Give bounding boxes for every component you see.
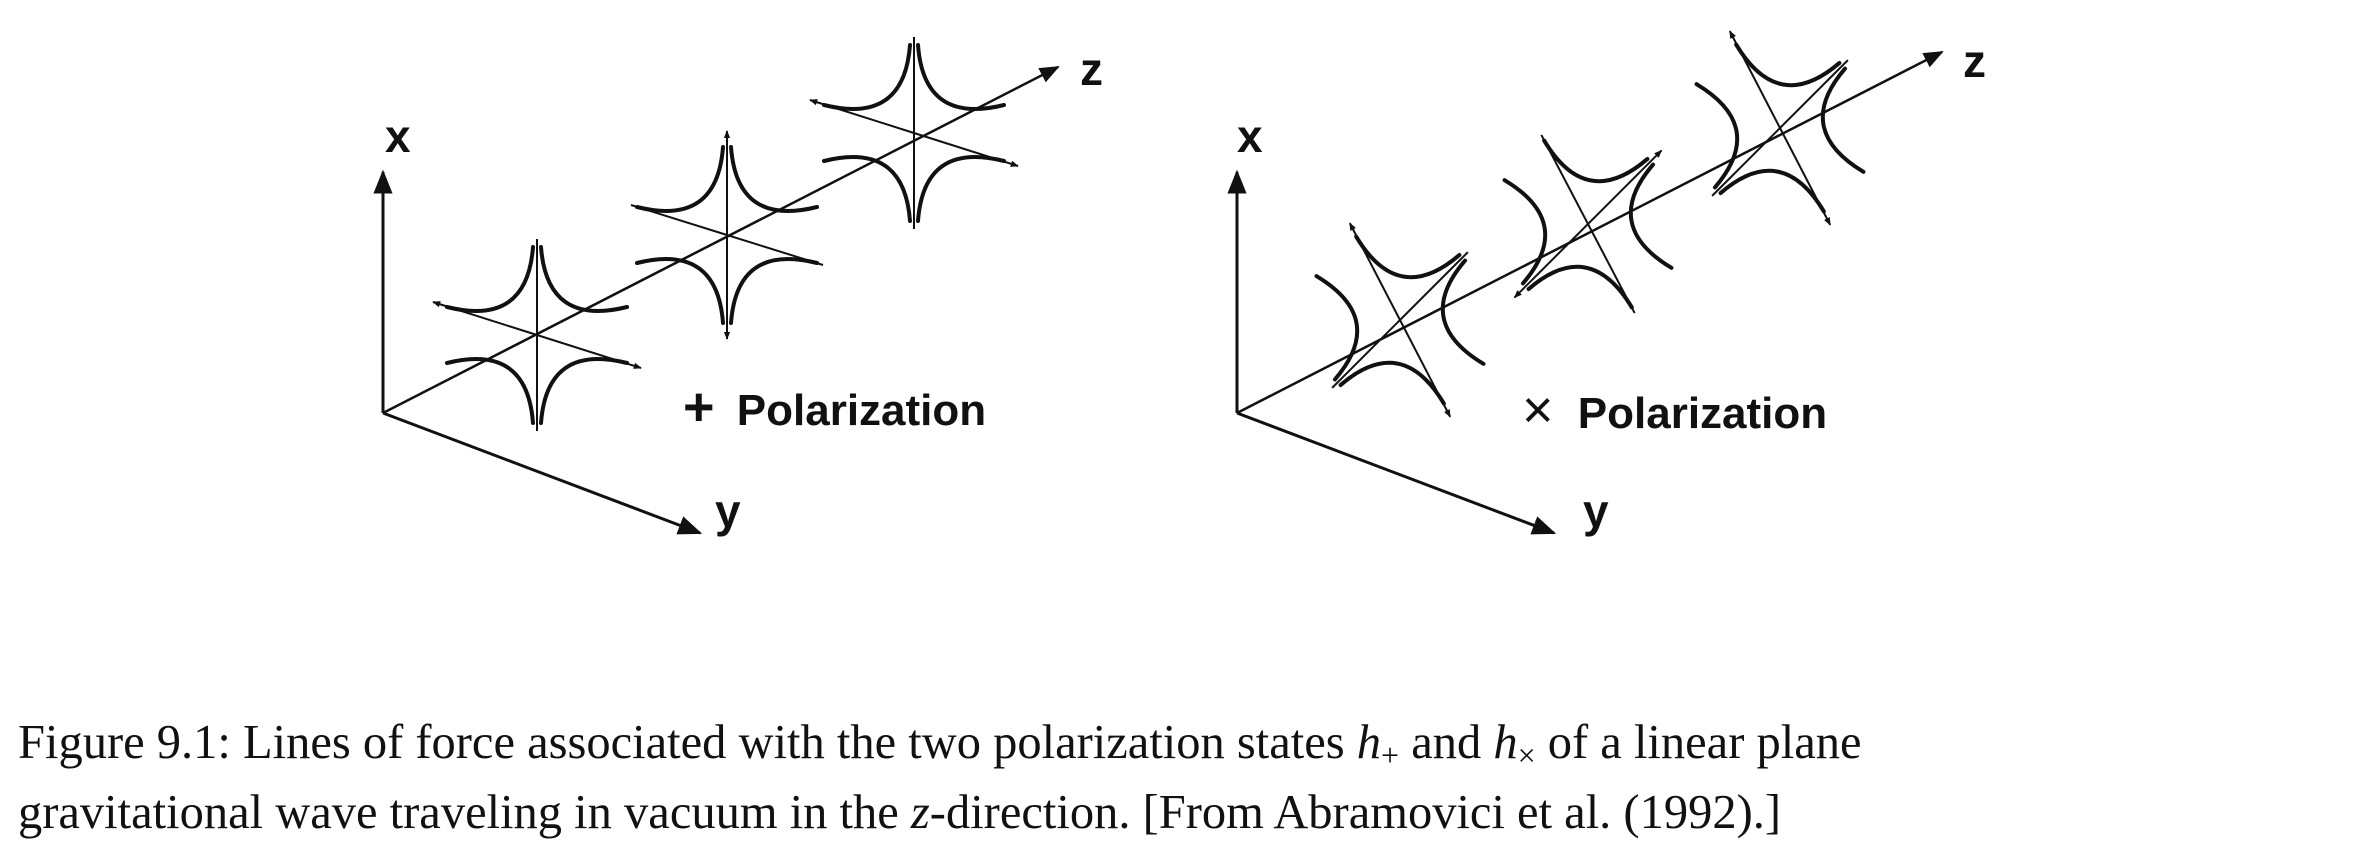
caption-line-2: gravitational wave traveling in vacuum i… — [18, 778, 2348, 848]
y-axis — [1236, 411, 1557, 535]
caption-h-plus: h — [1356, 716, 1382, 769]
y-axis — [382, 411, 703, 535]
cross-polarization-text: Polarization — [1578, 389, 1827, 438]
caption-and: and — [1399, 716, 1494, 769]
plus-force-lines-1 — [432, 239, 642, 431]
z-axis — [382, 65, 1060, 415]
plus-symbol: + — [683, 377, 715, 437]
figure-caption: Figure 9.1: Lines of force associated wi… — [18, 708, 2348, 848]
plus-force-lines-3 — [809, 37, 1019, 229]
cross-polarization-panel: x y z — [1227, 30, 1986, 537]
cross-force-lines-2 — [1502, 134, 1674, 314]
cross-force-lines-1 — [1314, 222, 1486, 418]
cross-polarization-label: × Polarization — [1522, 380, 1827, 440]
caption-line-1: Figure 9.1: Lines of force associated wi… — [18, 708, 2348, 778]
polarization-figure: x y z — [373, 30, 1986, 537]
plus-force-lines-2 — [630, 130, 824, 340]
plus-polarization-text: Polarization — [737, 386, 986, 435]
x-axis-label: x — [1237, 110, 1263, 162]
x-axis-label: x — [385, 110, 411, 162]
z-axis — [1236, 50, 1944, 415]
caption-text-1a: Figure 9.1: Lines of force associated wi… — [18, 716, 1357, 769]
cross-symbol: × — [1522, 380, 1554, 440]
z-axis-label: z — [1963, 35, 1986, 87]
caption-text-1b: of a linear plane — [1535, 716, 1862, 769]
caption-z: z — [910, 786, 930, 839]
caption-text-2b: -direction. [From Abramovici et al. (199… — [929, 786, 1782, 839]
caption-sub-cross: × — [1517, 737, 1536, 773]
caption-sub-plus: + — [1381, 737, 1400, 773]
y-axis-label: y — [715, 485, 741, 537]
plus-polarization-panel: x y z — [373, 37, 1103, 537]
y-axis-label: y — [1583, 485, 1609, 537]
caption-h-cross: h — [1493, 716, 1518, 769]
cross-force-lines-3 — [1694, 30, 1866, 226]
z-axis-label: z — [1080, 43, 1103, 95]
caption-text-2a: gravitational wave traveling in vacuum i… — [18, 786, 911, 839]
plus-polarization-label: + Polarization — [683, 377, 986, 437]
